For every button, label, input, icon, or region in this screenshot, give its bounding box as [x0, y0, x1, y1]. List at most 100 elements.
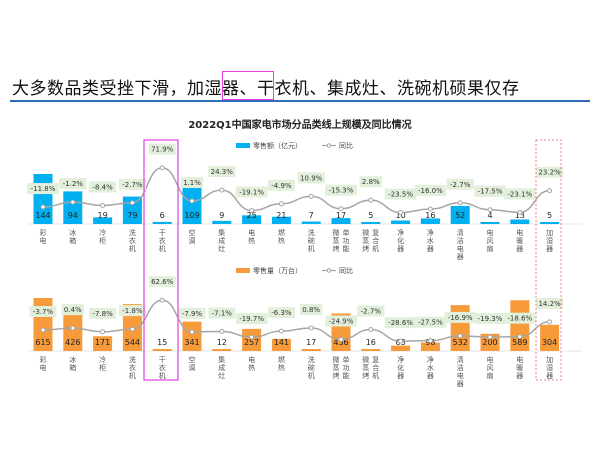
- yoy-marker: [100, 202, 106, 208]
- bar-value-label: 9: [219, 211, 224, 220]
- yoy-marker: [398, 338, 404, 344]
- bar-集成灶: [212, 220, 232, 224]
- yoy-label: -1.2%: [63, 180, 84, 188]
- yoy-label: -7.1%: [212, 309, 233, 317]
- category-label: 集成灶: [218, 228, 225, 253]
- yoy-label: 23.2%: [538, 169, 561, 177]
- category-label: 洗碗机: [308, 355, 315, 380]
- category-label: 彩电: [40, 228, 47, 245]
- bar-冷柜: [93, 217, 113, 224]
- headline-highlight-box: [222, 71, 274, 100]
- yoy-label: -16.0%: [418, 187, 443, 195]
- yoy-label: 14.2%: [538, 300, 561, 308]
- yoy-label: -15.3%: [329, 187, 354, 195]
- category-label: 冷柜: [99, 228, 106, 245]
- bar-value-label: 341: [184, 338, 199, 347]
- chart-title: 2022Q1中国家电市场分品类线上规模及同比情况: [188, 118, 411, 131]
- category-label: 洗衣机: [129, 228, 136, 253]
- yoy-label: -23.1%: [507, 190, 532, 198]
- bar-value-label: 15: [157, 338, 167, 347]
- bar-干衣机: [152, 349, 172, 351]
- yoy-label: -19.1%: [239, 188, 264, 196]
- bar-清洁电器: [450, 205, 470, 224]
- bar-value-label: 17: [306, 338, 316, 347]
- yoy-marker: [457, 200, 463, 206]
- yoy-label-bg: [235, 186, 268, 198]
- yoy-label-bg: [536, 166, 564, 178]
- bar-电热: [242, 328, 262, 351]
- yoy-label: -1.8%: [122, 307, 143, 315]
- yoy-marker: [40, 204, 46, 210]
- legend-label-bar: 零售额（亿元）: [253, 141, 302, 150]
- yoy-label-bg: [325, 315, 357, 327]
- yoy-label-bg: [504, 312, 536, 324]
- yoy-marker: [129, 200, 135, 206]
- yoy-label: -19.7%: [239, 315, 264, 323]
- bar-value-label: 615: [35, 338, 50, 347]
- yoy-label: 62.6%: [151, 278, 174, 286]
- yoy-label-bg: [300, 303, 323, 315]
- yoy-label-bg: [118, 305, 146, 317]
- yoy-label-bg: [359, 176, 382, 188]
- yoy-label: -6.3%: [271, 309, 292, 317]
- legend-marker-line: [326, 143, 332, 148]
- yoy-label: -16.9%: [448, 314, 473, 322]
- yoy-label-bg: [384, 317, 417, 329]
- bar-value-label: 16: [425, 211, 435, 220]
- category-label: 净水器: [427, 355, 434, 380]
- bar-value-label: 141: [274, 338, 289, 347]
- yoy-label: 0.8%: [302, 306, 320, 314]
- yoy-label-bg: [208, 166, 236, 178]
- category-label: 净化器: [397, 355, 404, 380]
- category-label: 净水器: [427, 228, 434, 253]
- category-label: 洗碗机: [308, 228, 315, 253]
- bar-value-label: 12: [217, 338, 227, 347]
- legend-label-line: 同比: [339, 266, 353, 275]
- bar-value-label: 5: [547, 211, 552, 220]
- bar-加湿器: [540, 222, 560, 224]
- yoy-label: -27.5%: [418, 319, 443, 327]
- category-label: 燃热: [278, 355, 285, 372]
- bar-冷柜: [93, 336, 113, 351]
- yoy-label-bg: [536, 297, 564, 309]
- bar-洗碗机: [301, 221, 321, 224]
- yoy-label: -2.7%: [122, 181, 143, 189]
- category-label: 复合机微蒸烤: [362, 355, 379, 380]
- yoy-label-bg: [297, 172, 325, 184]
- yoy-label-bg: [414, 316, 447, 328]
- bar-电暖器: [510, 219, 530, 224]
- yoy-label: -17.5%: [478, 188, 503, 196]
- yoy-marker: [427, 206, 433, 212]
- yoy-label-bg: [267, 179, 295, 191]
- yoy-label-bg: [89, 181, 117, 193]
- bar-电风扇: [480, 333, 500, 351]
- category-label: 清洁电器: [457, 228, 464, 261]
- humidifier-highlight-box: [535, 139, 562, 381]
- bar-value-label: 19: [98, 211, 108, 220]
- bar-燃热: [271, 216, 291, 224]
- yoy-label-bg: [325, 184, 357, 196]
- category-label: 燃热: [278, 228, 285, 245]
- yoy-label: 2.8%: [362, 178, 380, 186]
- yoy-marker: [427, 338, 433, 344]
- bar-value-label: 79: [127, 211, 137, 220]
- yoy-label-bg: [118, 178, 146, 190]
- bar-value-label: 257: [244, 338, 259, 347]
- yoy-label-bg: [208, 307, 236, 319]
- yoy-marker: [159, 165, 165, 171]
- bar-value-label: 304: [542, 338, 557, 347]
- legend-label-bar: 零售量（万台）: [253, 266, 302, 275]
- yoy-marker: [100, 329, 106, 335]
- yoy-label-bg: [148, 143, 176, 155]
- bar-加湿器: [540, 324, 560, 351]
- category-label: 复合机微蒸烤: [362, 228, 379, 253]
- yoy-label-bg: [474, 185, 506, 197]
- yoy-marker: [487, 334, 493, 340]
- bar-复合机微蒸烤: [361, 222, 381, 224]
- yoy-label: 24.3%: [211, 168, 234, 176]
- yoy-marker: [278, 328, 284, 334]
- bar-冰箱: [63, 314, 83, 351]
- bar-value-label: 426: [65, 338, 80, 347]
- yoy-marker: [517, 209, 523, 215]
